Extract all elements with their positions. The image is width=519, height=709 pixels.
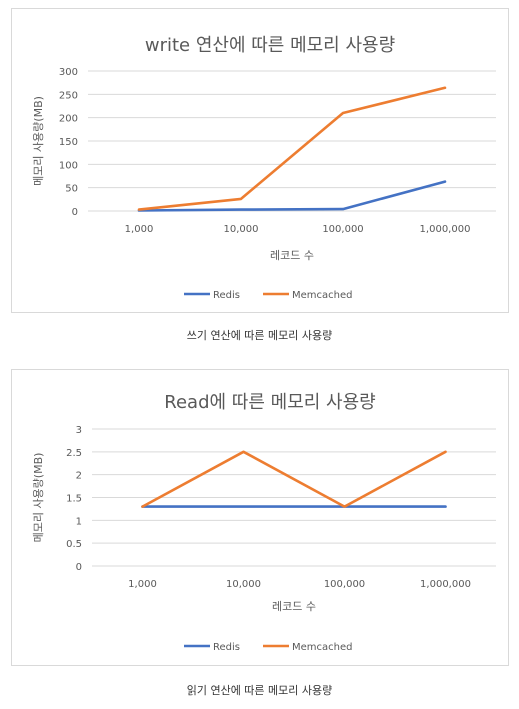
x-tick-label: 1,000 (128, 579, 157, 590)
y-tick-label: 1 (76, 516, 82, 527)
y-tick-label: 300 (59, 67, 78, 78)
y-tick-label: 150 (59, 137, 78, 148)
x-tick-label: 1,000,000 (420, 579, 471, 590)
y-tick-label: 0 (76, 562, 82, 573)
y-tick-label: 200 (59, 114, 78, 125)
x-tick-label: 10,000 (224, 224, 259, 235)
y-tick-label: 0 (72, 207, 78, 218)
series-line-memcached (141, 450, 447, 508)
legend-label: Memcached (292, 642, 352, 653)
x-axis-title: 레코드 수 (270, 249, 314, 262)
y-tick-label: 100 (59, 160, 78, 171)
y-tick-label: 3 (76, 425, 82, 436)
chart-read-memory: Read에 따른 메모리 사용량 0 0.5 1 1.5 2 2.5 3 1,000 10,000… (11, 369, 509, 666)
y-tick-label: 2 (76, 471, 82, 482)
y-tick-label: 2.5 (66, 448, 82, 459)
chart-svg: Read에 따른 메모리 사용량 0 0.5 1 1.5 2 2.5 3 1,000 10,000… (32, 392, 496, 653)
y-axis-title: 메모리 사용량(MB) (32, 453, 45, 543)
y-axis-title: 메모리 사용량(MB) (32, 96, 45, 186)
legend-label: Redis (213, 290, 240, 301)
legend-label: Memcached (292, 290, 352, 301)
x-axis-title: 레코드 수 (272, 600, 316, 613)
chart-svg: write 연산에 따른 메모리 사용량 0 50 100 150 200 250 300 1,… (32, 35, 496, 301)
x-tick-label: 1,000 (125, 224, 154, 235)
series-line-memcached (137, 86, 447, 211)
series-line-redis (137, 180, 447, 212)
x-tick-label: 10,000 (226, 579, 261, 590)
y-tick-label: 50 (65, 184, 78, 195)
y-tick-label: 0.5 (66, 539, 82, 550)
chart-title: Read에 따른 메모리 사용량 (164, 392, 375, 413)
legend-label: Redis (213, 642, 240, 653)
chart-title: write 연산에 따른 메모리 사용량 (145, 35, 395, 56)
x-tick-label: 100,000 (324, 579, 365, 590)
y-tick-label: 250 (59, 90, 78, 101)
x-tick-label: 1,000,000 (420, 224, 471, 235)
chart-caption: 쓰기 연산에 따른 메모리 사용량 (186, 329, 333, 342)
y-tick-label: 1.5 (66, 494, 82, 505)
chart-write-memory: write 연산에 따른 메모리 사용량 0 50 100 150 200 250 300 1,… (11, 8, 509, 313)
x-tick-label: 100,000 (322, 224, 363, 235)
chart-caption: 읽기 연산에 따른 메모리 사용량 (186, 684, 333, 697)
